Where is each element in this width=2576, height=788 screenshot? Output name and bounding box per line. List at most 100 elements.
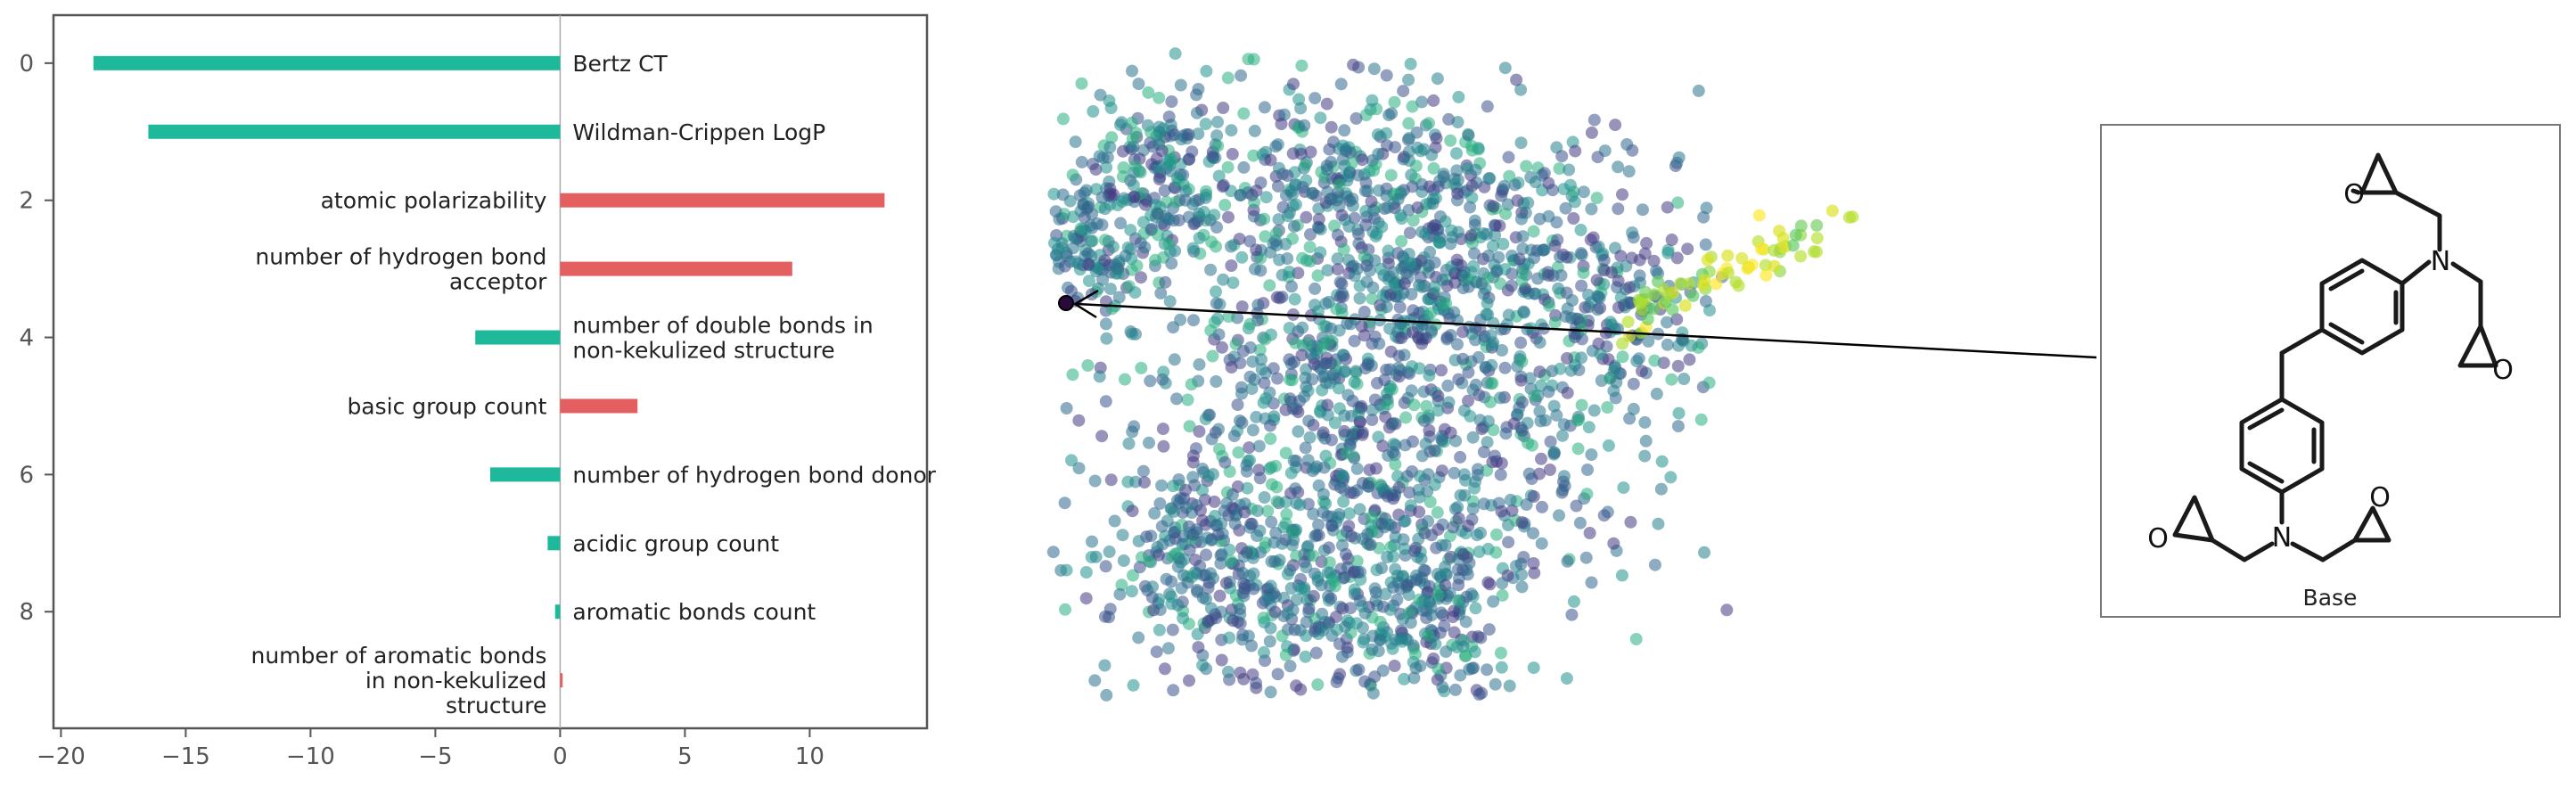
- scatter-point-2014: [1263, 635, 1276, 648]
- scatter-point-1041: [1428, 478, 1441, 491]
- scatter-point-1462: [1309, 92, 1322, 105]
- scatter-point-92: [1181, 393, 1194, 406]
- scatter-point-574: [1325, 433, 1338, 447]
- scatter-point-1305: [1116, 170, 1129, 184]
- scatter-point-1650: [1423, 259, 1435, 272]
- scatter-point-883: [1601, 401, 1614, 414]
- scatter-point-2203: [1250, 677, 1263, 690]
- scatter-point-239: [1081, 359, 1095, 372]
- scatter-point-2246: [1228, 517, 1242, 530]
- scatter-point-973: [1356, 428, 1369, 441]
- scatter-point-2037: [1223, 631, 1236, 644]
- scatter-point-1033: [1504, 493, 1517, 506]
- scatter-point-1414: [1286, 232, 1300, 245]
- scatter-point-1046: [1231, 480, 1244, 493]
- scatter-point-1541: [1259, 191, 1273, 204]
- scatter-point-1654: [1283, 322, 1296, 334]
- scatter-point-1453: [1587, 113, 1601, 127]
- scatter-point-2373: [1284, 563, 1297, 577]
- scatter-point-764: [1060, 563, 1073, 577]
- scatter-point-2125: [1172, 473, 1185, 486]
- scatter-point-1257: [1069, 135, 1082, 149]
- scatter-point-2065: [1099, 560, 1112, 573]
- scatter-point-534: [1285, 280, 1298, 293]
- scatter-point-812: [1157, 365, 1170, 379]
- scatter-point-2405: [1407, 671, 1421, 685]
- scatter-point-1863: [1462, 365, 1475, 379]
- scatter-point-448: [1483, 578, 1497, 591]
- annotation-arrow-head: [1072, 289, 1099, 319]
- scatter-point-216: [1088, 474, 1102, 488]
- scatter-point-586: [1311, 269, 1325, 283]
- scatter-point-1029: [1435, 464, 1448, 478]
- scatter-point-2391: [1366, 643, 1379, 656]
- bar-1: [148, 124, 561, 139]
- scatter-point-2227: [1300, 561, 1313, 574]
- scatter-point-2036: [1143, 436, 1155, 449]
- scatter-point-1886: [1531, 272, 1545, 285]
- scatter-point-940: [1340, 447, 1353, 460]
- scatter-point-1027: [1222, 210, 1235, 224]
- scatter-point-1504: [1283, 206, 1296, 219]
- scatter-point-799: [1435, 364, 1448, 377]
- scatter-point-1103: [1153, 91, 1166, 104]
- scatter-point-658: [1511, 407, 1524, 421]
- scatter-point-1276: [1058, 259, 1071, 273]
- scatter-point-1852: [1423, 245, 1437, 259]
- scatter-point-2160: [1227, 430, 1241, 443]
- bar-label-5: basic group count: [347, 393, 546, 419]
- scatter-point-1280: [1130, 259, 1144, 273]
- scatter-point-1360: [1300, 210, 1313, 224]
- scatter-point-2279: [1186, 528, 1200, 541]
- scatter-point-982: [1093, 370, 1106, 383]
- scatter-point-1795: [1333, 178, 1346, 192]
- scatter-point-839: [1264, 432, 1277, 446]
- scatter-point-579: [1270, 480, 1284, 494]
- scatter-point-1030: [1505, 504, 1519, 517]
- scatter-point-2182: [1253, 472, 1267, 485]
- scatter-point-1354: [1415, 95, 1429, 109]
- scatter-point-1416: [1356, 153, 1369, 167]
- scatter-point-836: [1235, 300, 1249, 313]
- scatter-point-2117: [1234, 666, 1247, 679]
- scatter-point-899: [1507, 417, 1521, 431]
- scatter-point-606: [1560, 672, 1573, 685]
- scatter-point-1063: [1162, 111, 1176, 123]
- bar-3: [560, 261, 792, 276]
- scatter-point-1989: [1661, 338, 1674, 351]
- scatter-point-2159: [1267, 536, 1281, 549]
- scatter-point-1492: [1337, 242, 1350, 256]
- scatter-point-291: [1527, 661, 1540, 675]
- scatter-point-2112: [1116, 529, 1129, 542]
- scatter-point-968: [1335, 277, 1349, 291]
- scatter-point-2470: [1448, 683, 1462, 696]
- scatter-point-2324: [1290, 549, 1303, 562]
- scatter-point-1080: [1190, 106, 1203, 119]
- scatter-point-1313: [1081, 258, 1095, 271]
- bar-label-9: number of aromatic bonds in non-kekulized…: [250, 643, 546, 718]
- atom-label-o-right: O: [2492, 355, 2514, 386]
- scatter-point-1844: [1287, 356, 1300, 369]
- bar-5: [560, 398, 638, 414]
- scatter-point-1983: [1672, 339, 1686, 352]
- scatter-point-55: [1258, 101, 1271, 114]
- scatter-point-1513: [1153, 120, 1166, 134]
- scatter-point-814: [1477, 497, 1490, 511]
- scatter-point-2280: [1325, 519, 1338, 532]
- scatter-point-1885: [1331, 263, 1344, 276]
- scatter-point-1819: [1692, 84, 1705, 97]
- scatter-point-2185: [1138, 476, 1151, 489]
- scatter-point-1676: [1591, 151, 1604, 164]
- scatter-point-2557: [1732, 279, 1745, 292]
- scatter-point-1897: [1665, 234, 1678, 246]
- scatter-point-826: [1309, 282, 1322, 295]
- annotation-arrow-line: [1076, 302, 2097, 359]
- scatter-point-1323: [1272, 213, 1285, 226]
- scatter-point-1170: [1075, 77, 1088, 90]
- scatter-point-1851: [1465, 139, 1479, 152]
- scatter-point-1981: [1543, 299, 1555, 312]
- scatter-point-635: [1454, 450, 1467, 464]
- scatter-point-700: [1431, 505, 1444, 519]
- scatter-point-1244: [1079, 184, 1093, 197]
- scatter-point-1692: [1332, 382, 1345, 395]
